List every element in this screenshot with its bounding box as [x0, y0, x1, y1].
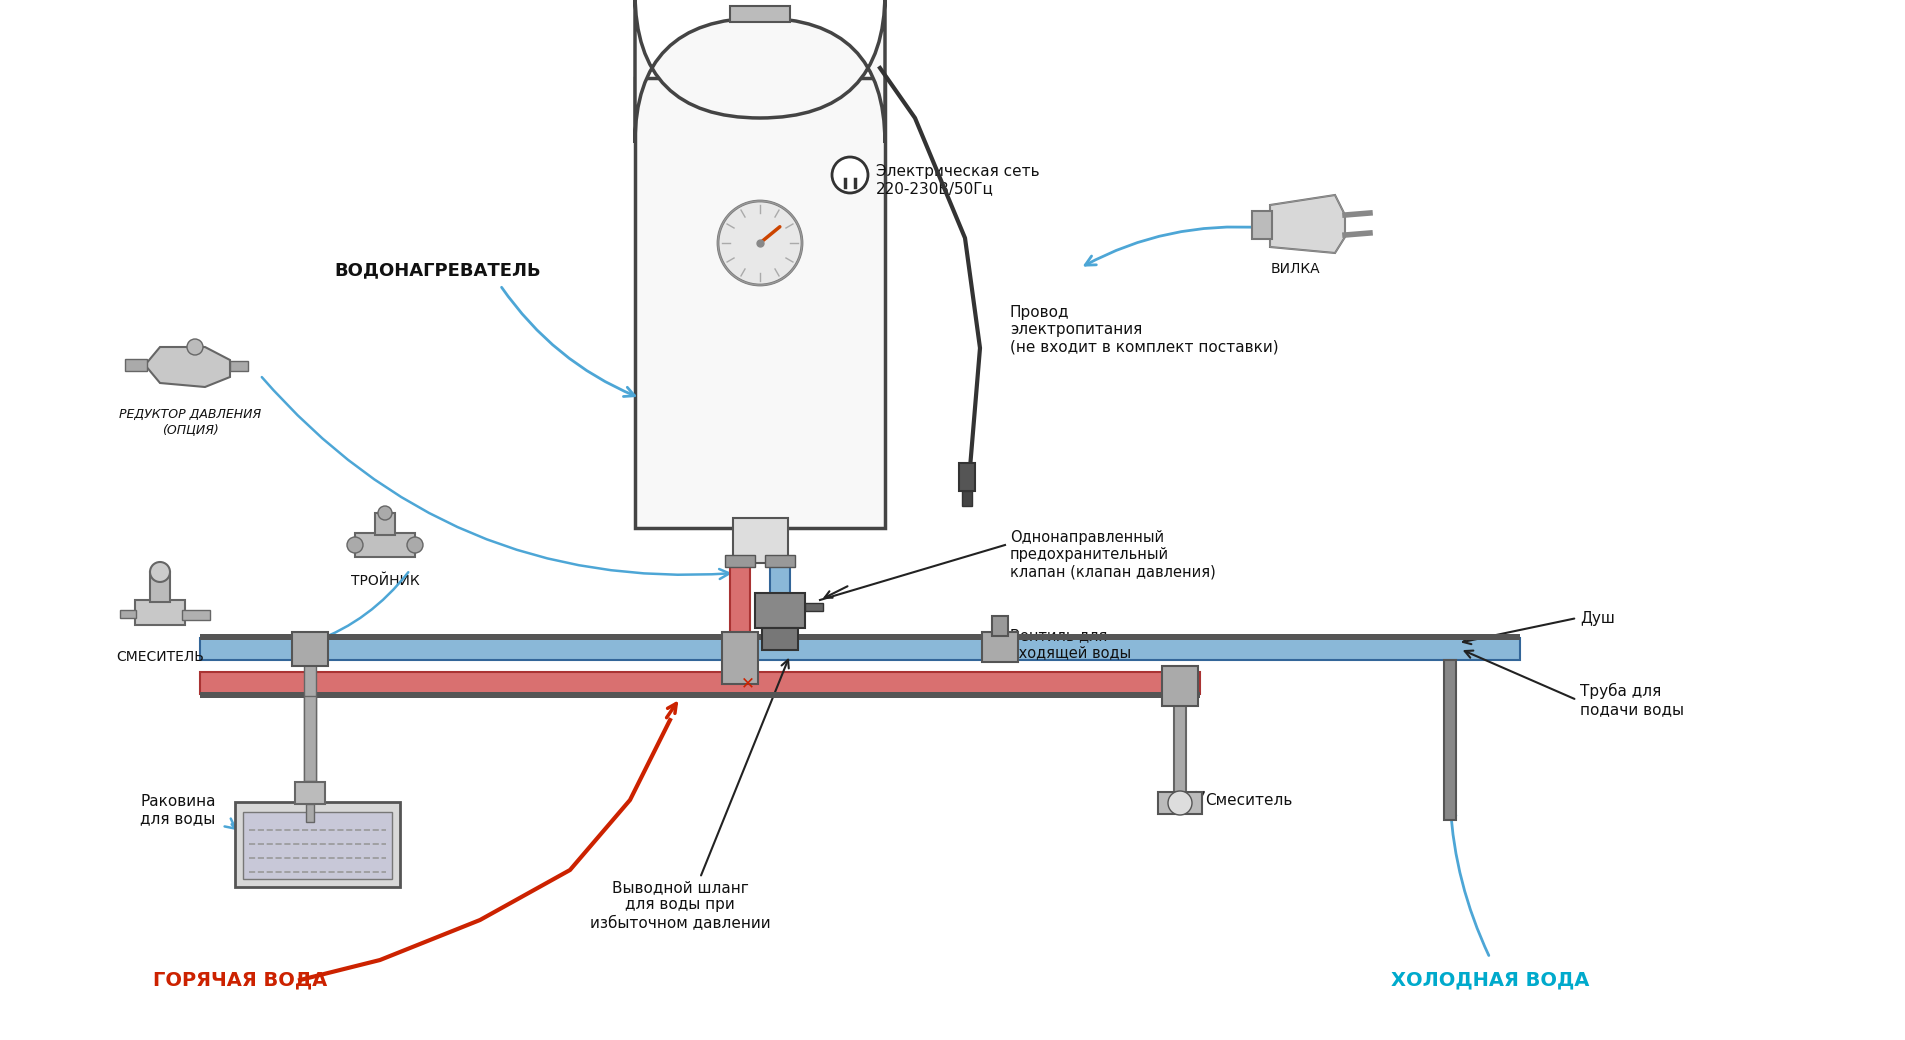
Bar [303, 696, 316, 781]
Circle shape [187, 339, 204, 355]
Bar [981, 632, 1017, 662]
Text: ВИЛКА: ВИЛКА [1269, 262, 1318, 276]
Bar [991, 616, 1008, 636]
Bar [354, 534, 415, 557]
Bar [200, 672, 1200, 694]
Bar [303, 660, 316, 790]
Bar [724, 555, 754, 567]
Text: Душ: Душ [1579, 610, 1614, 625]
Bar [231, 361, 248, 371]
Bar [375, 513, 394, 535]
Circle shape [347, 537, 362, 553]
Bar [295, 782, 326, 804]
Bar [958, 463, 975, 491]
Circle shape [1168, 791, 1191, 815]
Bar [150, 572, 170, 602]
Circle shape [150, 562, 170, 582]
Bar [634, 78, 884, 528]
Polygon shape [145, 347, 231, 387]
Bar [291, 632, 328, 666]
Bar [764, 555, 794, 567]
Bar [1158, 792, 1202, 814]
Bar [733, 518, 787, 563]
Bar [120, 610, 135, 618]
Polygon shape [1269, 196, 1345, 253]
Bar [1173, 696, 1185, 796]
Text: Вентиль для
входящей воды: Вентиль для входящей воды [1010, 628, 1130, 660]
Bar [200, 634, 1518, 640]
Bar [126, 359, 147, 371]
Bar [181, 610, 210, 620]
Bar [200, 692, 1200, 698]
Bar [307, 804, 314, 822]
Text: Смеситель: Смеситель [1204, 792, 1292, 807]
Bar [242, 812, 392, 879]
Text: РЕДУКТОР ДАВЛЕНИЯ
(ОПЦИЯ): РЕДУКТОР ДАВЛЕНИЯ (ОПЦИЯ) [118, 408, 261, 436]
Text: Труба для
подачи воды: Труба для подачи воды [1579, 683, 1684, 717]
Text: ТРОЙНИК: ТРОЙНИК [351, 574, 419, 588]
Text: ✕: ✕ [741, 674, 754, 692]
Text: Выводной шланг
для воды при
избыточном давлении: Выводной шланг для воды при избыточном д… [589, 880, 770, 930]
Bar [730, 563, 749, 640]
Bar [762, 628, 798, 650]
Circle shape [377, 506, 392, 520]
Bar [1444, 660, 1455, 820]
Circle shape [408, 537, 423, 553]
Bar [200, 638, 1518, 660]
Bar [804, 603, 823, 612]
Text: Однонаправленный
предохранительный
клапан (клапан давления): Однонаправленный предохранительный клапа… [1010, 530, 1215, 580]
Bar [135, 600, 185, 625]
Text: СМЕСИТЕЛЬ: СМЕСИТЕЛЬ [116, 650, 204, 664]
Bar [1252, 211, 1271, 239]
Bar [962, 491, 972, 506]
Bar [770, 563, 789, 640]
Text: Раковина
для воды: Раковина для воды [141, 794, 215, 826]
Text: Провод
электропитания
(не входит в комплект поставки): Провод электропитания (не входит в компл… [1010, 305, 1278, 355]
Bar [234, 802, 400, 887]
Bar [1162, 666, 1198, 706]
Text: Электрическая сеть
220-230В/50Гц: Электрическая сеть 220-230В/50Гц [876, 164, 1038, 197]
Circle shape [718, 201, 802, 285]
Bar [730, 6, 789, 22]
Circle shape [832, 157, 867, 193]
Text: ВОДОНАГРЕВАТЕЛЬ: ВОДОНАГРЕВАТЕЛЬ [335, 261, 541, 279]
Bar [754, 593, 804, 628]
FancyBboxPatch shape [634, 0, 884, 144]
Bar [722, 632, 758, 684]
Text: ХОЛОДНАЯ ВОДА: ХОЛОДНАЯ ВОДА [1391, 970, 1589, 989]
Text: ГОРЯЧАЯ ВОДА: ГОРЯЧАЯ ВОДА [152, 970, 328, 989]
